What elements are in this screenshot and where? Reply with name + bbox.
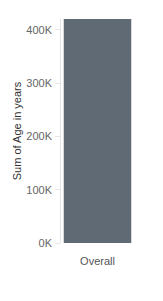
svg-text:400K: 400K bbox=[26, 24, 52, 36]
svg-text:200K: 200K bbox=[26, 130, 52, 142]
svg-text:Overall: Overall bbox=[80, 255, 115, 267]
svg-text:300K: 300K bbox=[26, 77, 52, 89]
svg-text:Sum of Age in years: Sum of Age in years bbox=[11, 81, 23, 180]
svg-text:0K: 0K bbox=[39, 237, 53, 249]
svg-text:100K: 100K bbox=[26, 184, 52, 196]
